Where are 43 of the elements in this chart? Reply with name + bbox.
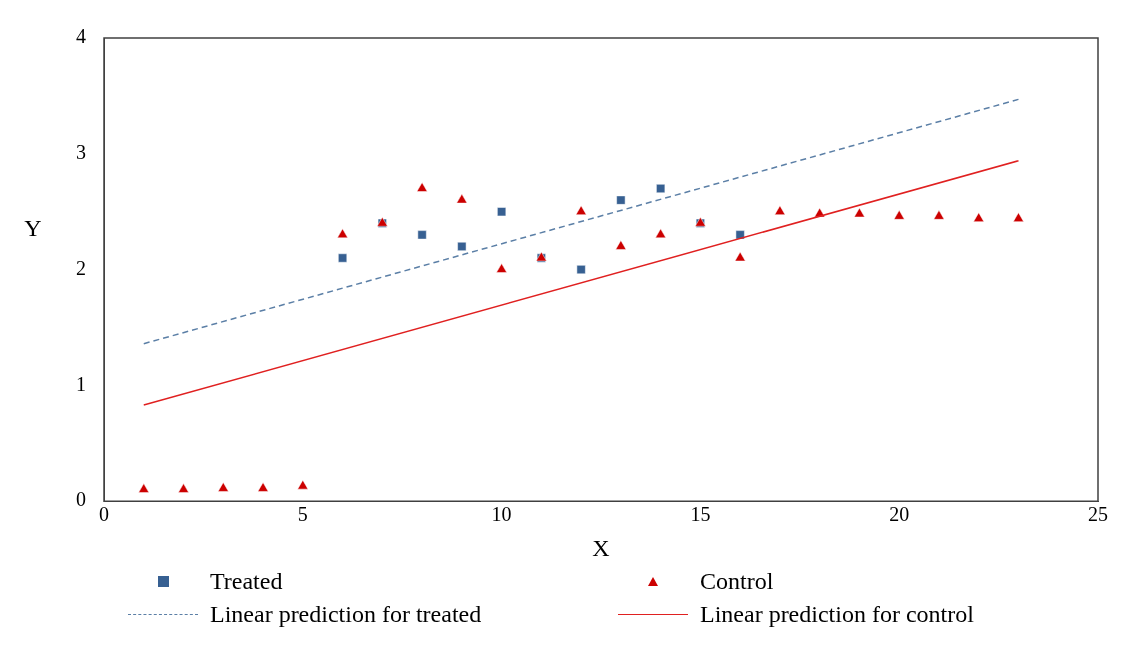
y-tick-label: 2: [76, 256, 86, 279]
point: [655, 228, 667, 239]
legend-label: Linear prediction for control: [700, 601, 974, 628]
x-tick-label: 20: [889, 503, 910, 526]
y-tick-label: 1: [76, 372, 86, 395]
point: [616, 195, 626, 205]
point: [1013, 212, 1024, 222]
point: [496, 263, 508, 273]
x-axis-title: X: [592, 534, 610, 561]
point: [497, 207, 507, 217]
point: [257, 482, 269, 492]
point: [893, 210, 905, 220]
point: [178, 483, 189, 493]
point: [853, 207, 865, 218]
point: [337, 228, 349, 239]
point: [933, 210, 945, 220]
legend-label: Control: [700, 568, 774, 595]
point: [575, 205, 587, 215]
point: [576, 265, 586, 275]
point: [417, 230, 427, 240]
legend-label: Linear prediction for treated: [210, 601, 482, 628]
point: [338, 253, 348, 263]
point: [734, 251, 746, 262]
point: [774, 205, 786, 215]
point: [416, 182, 428, 192]
x-tick-label: 25: [1088, 503, 1108, 526]
point: [973, 212, 985, 222]
y-tick-label: 3: [76, 141, 86, 164]
point: [615, 240, 627, 250]
x-tick-label: 10: [491, 503, 512, 526]
point: [217, 482, 229, 492]
point: [456, 193, 468, 204]
x-tick-label: 0: [99, 503, 109, 526]
y-tick-label: 0: [76, 488, 86, 511]
point: [656, 184, 666, 194]
x-tick-label: 5: [297, 503, 308, 526]
y-tick-label: 4: [76, 25, 86, 48]
point: [457, 241, 467, 251]
legend-label: Treated: [210, 568, 283, 595]
point: [138, 483, 150, 493]
y-axis-title: Y: [23, 214, 43, 243]
point: [297, 479, 309, 490]
x-tick-label: 15: [690, 503, 711, 526]
